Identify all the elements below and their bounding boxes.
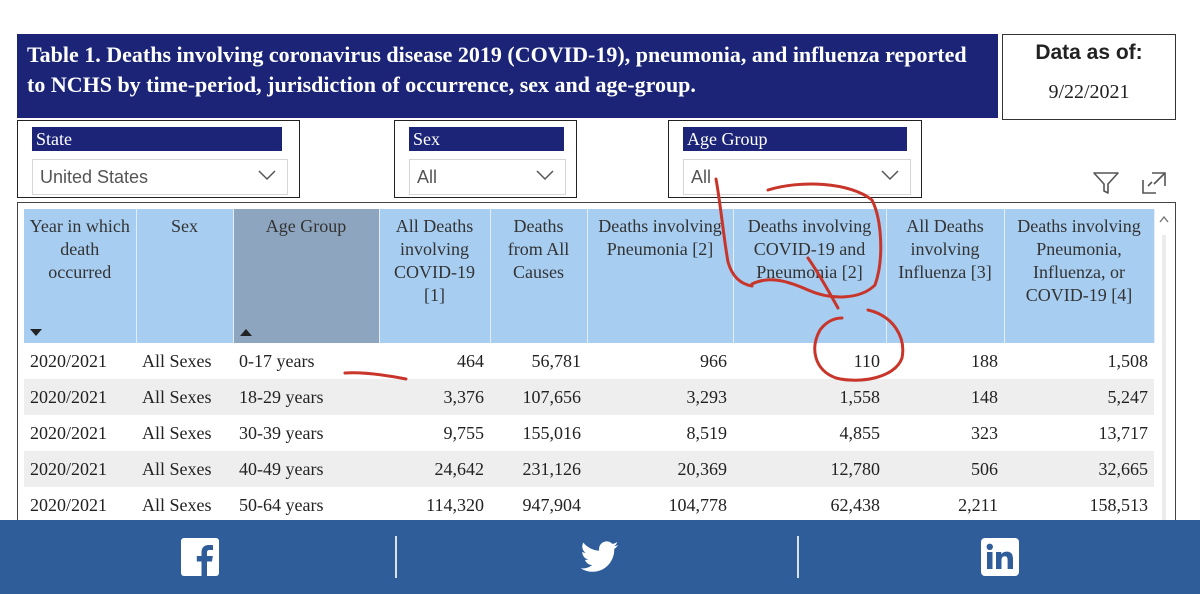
column-header-covid-deaths[interactable]: All Deaths involving COVID-19 [1] bbox=[379, 209, 491, 343]
cell-all-cause-deaths: 947,904 bbox=[522, 494, 582, 515]
column-header-year[interactable]: Year in which death occurred bbox=[24, 209, 137, 343]
cell-covid-deaths: 464 bbox=[457, 350, 484, 371]
cell-pneumonia-deaths: 3,293 bbox=[587, 379, 733, 415]
scroll-up-icon[interactable] bbox=[1157, 213, 1171, 225]
cell-sex: All Sexes bbox=[136, 379, 233, 415]
table-row[interactable]: 2020/2021 All Sexes 18-29 years 3,376 107,65… bbox=[24, 379, 1154, 415]
cell-pneumonia-deaths: 104,778 bbox=[668, 494, 728, 515]
cell-all-cause-deaths: 231,126 bbox=[490, 451, 587, 487]
expand-icon[interactable] bbox=[1140, 170, 1168, 196]
table-row[interactable]: 2020/2021 All Sexes 50-64 years 114,320 947,… bbox=[24, 487, 1154, 523]
cell-age-group: 30-39 years bbox=[239, 422, 324, 443]
social-share-bar bbox=[0, 520, 1200, 594]
cell-all-cause-deaths: 56,781 bbox=[531, 350, 582, 371]
sex-slicer: Sex All bbox=[394, 120, 577, 198]
scrollbar-track[interactable] bbox=[1162, 235, 1166, 525]
data-as-of-date: 9/22/2021 bbox=[1048, 81, 1130, 103]
cell-covid-pneumonia-deaths: 110 bbox=[853, 350, 880, 371]
cell-influenza-deaths: 506 bbox=[886, 451, 1004, 487]
cell-pic-deaths: 5,247 bbox=[1004, 379, 1154, 415]
cell-pneumonia-deaths: 20,369 bbox=[587, 451, 733, 487]
share-twitter-button[interactable] bbox=[400, 520, 800, 594]
cell-age-group: 18-29 years bbox=[233, 379, 379, 415]
cell-all-cause-deaths: 107,656 bbox=[490, 379, 587, 415]
age-group-dropdown[interactable]: All bbox=[683, 159, 911, 195]
chevron-down-icon bbox=[258, 170, 276, 181]
share-linkedin-button[interactable] bbox=[800, 520, 1200, 594]
deaths-table: Year in which death occurred Sex Age Gro… bbox=[24, 209, 1155, 523]
cell-influenza-deaths: 323 bbox=[971, 422, 998, 443]
linkedin-icon bbox=[981, 538, 1019, 576]
twitter-icon bbox=[581, 541, 619, 572]
column-header-pneumonia-deaths[interactable]: Deaths involving Pneumonia [2] bbox=[587, 209, 734, 343]
cell-year: 2020/2021 bbox=[30, 350, 108, 371]
cell-sex: All Sexes bbox=[136, 451, 233, 487]
column-header-influenza-deaths[interactable]: All Deaths involving Influenza [3] bbox=[886, 209, 1005, 343]
state-dropdown[interactable]: United States bbox=[32, 159, 288, 195]
cell-pic-deaths: 1,508 bbox=[1107, 350, 1149, 371]
report-title: Table 1. Deaths involving coronavirus di… bbox=[17, 34, 998, 118]
age-group-slicer-label: Age Group bbox=[683, 127, 907, 151]
column-header-covid-pneumonia-deaths[interactable]: Deaths involving COVID-19 and Pneumonia … bbox=[733, 209, 887, 343]
cell-age-group: 0-17 years bbox=[239, 350, 315, 371]
cell-covid-pneumonia-deaths: 12,780 bbox=[733, 451, 886, 487]
sort-ascending-icon bbox=[239, 329, 252, 336]
cell-year: 2020/2021 bbox=[24, 379, 136, 415]
cell-year: 2020/2021 bbox=[30, 422, 108, 443]
chevron-down-icon bbox=[881, 170, 899, 181]
table-body: 2020/2021 All Sexes 0-17 years 464 56,781 966… bbox=[24, 343, 1154, 523]
cell-covid-deaths: 114,320 bbox=[426, 494, 484, 515]
filter-icon[interactable] bbox=[1092, 170, 1120, 196]
table-header-row: Year in which death occurred Sex Age Gro… bbox=[24, 209, 1155, 343]
cell-influenza-deaths: 188 bbox=[971, 350, 998, 371]
column-header-pic-deaths[interactable]: Deaths involving Pneumonia, Influenza, o… bbox=[1004, 209, 1155, 343]
cell-sex: All Sexes bbox=[142, 422, 212, 443]
cell-pneumonia-deaths: 8,519 bbox=[686, 422, 728, 443]
cell-influenza-deaths: 2,211 bbox=[958, 494, 998, 515]
table-row[interactable]: 2020/2021 All Sexes 30-39 years 9,755 155,01… bbox=[24, 415, 1154, 451]
cell-year: 2020/2021 bbox=[24, 451, 136, 487]
facebook-icon bbox=[181, 538, 219, 576]
cell-age-group: 40-49 years bbox=[233, 451, 379, 487]
cell-covid-deaths: 3,376 bbox=[379, 379, 490, 415]
divider bbox=[395, 536, 397, 578]
cell-year: 2020/2021 bbox=[30, 494, 108, 515]
sort-descending-icon bbox=[30, 329, 42, 336]
table-row[interactable]: 2020/2021 All Sexes 0-17 years 464 56,781 966… bbox=[24, 343, 1154, 379]
age-group-dropdown-value: All bbox=[691, 167, 712, 187]
cell-influenza-deaths: 148 bbox=[886, 379, 1004, 415]
sex-dropdown[interactable]: All bbox=[409, 159, 566, 195]
cell-age-group: 50-64 years bbox=[239, 494, 324, 515]
data-as-of-box: Data as of: 9/22/2021 bbox=[1002, 34, 1176, 120]
data-table-container: Year in which death occurred Sex Age Gro… bbox=[17, 202, 1176, 532]
state-slicer-label: State bbox=[32, 127, 282, 151]
cell-all-cause-deaths: 155,016 bbox=[522, 422, 582, 443]
cell-pneumonia-deaths: 966 bbox=[700, 350, 727, 371]
chevron-down-icon bbox=[536, 170, 554, 181]
cell-covid-deaths: 24,642 bbox=[379, 451, 490, 487]
state-dropdown-value: United States bbox=[40, 167, 149, 187]
sex-slicer-label: Sex bbox=[409, 127, 564, 151]
vertical-scrollbar[interactable] bbox=[1157, 213, 1171, 525]
column-header-sex[interactable]: Sex bbox=[136, 209, 234, 343]
state-slicer: State United States bbox=[17, 120, 300, 198]
cell-covid-pneumonia-deaths: 4,855 bbox=[839, 422, 881, 443]
divider bbox=[797, 536, 799, 578]
cell-covid-deaths: 9,755 bbox=[443, 422, 485, 443]
table-row[interactable]: 2020/2021 All Sexes 40-49 years 24,642 231,1… bbox=[24, 451, 1154, 487]
cell-pic-deaths: 13,717 bbox=[1098, 422, 1149, 443]
share-facebook-button[interactable] bbox=[0, 520, 400, 594]
cell-pic-deaths: 32,665 bbox=[1004, 451, 1154, 487]
cell-sex: All Sexes bbox=[142, 494, 212, 515]
column-header-all-cause-deaths[interactable]: Deaths from All Causes bbox=[490, 209, 588, 343]
column-header-age-group[interactable]: Age Group bbox=[233, 209, 380, 343]
cell-sex: All Sexes bbox=[142, 350, 212, 371]
cell-covid-pneumonia-deaths: 62,438 bbox=[830, 494, 881, 515]
cell-pic-deaths: 158,513 bbox=[1089, 494, 1149, 515]
data-as-of-label: Data as of: bbox=[1035, 41, 1143, 64]
sex-dropdown-value: All bbox=[417, 167, 438, 187]
age-group-slicer: Age Group All bbox=[668, 120, 922, 198]
cell-covid-pneumonia-deaths: 1,558 bbox=[733, 379, 886, 415]
